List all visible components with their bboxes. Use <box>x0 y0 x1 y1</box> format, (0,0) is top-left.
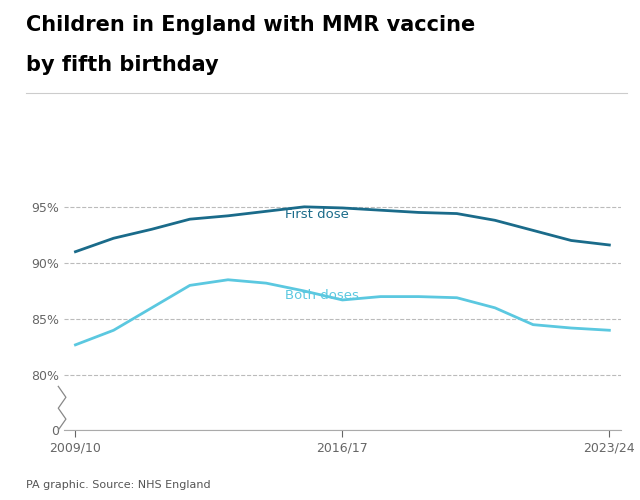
Text: Both doses: Both doses <box>285 289 359 302</box>
Text: First dose: First dose <box>285 208 349 220</box>
Text: by fifth birthday: by fifth birthday <box>26 55 218 75</box>
Text: PA graphic. Source: NHS England: PA graphic. Source: NHS England <box>26 480 210 490</box>
Text: Children in England with MMR vaccine: Children in England with MMR vaccine <box>26 15 475 35</box>
